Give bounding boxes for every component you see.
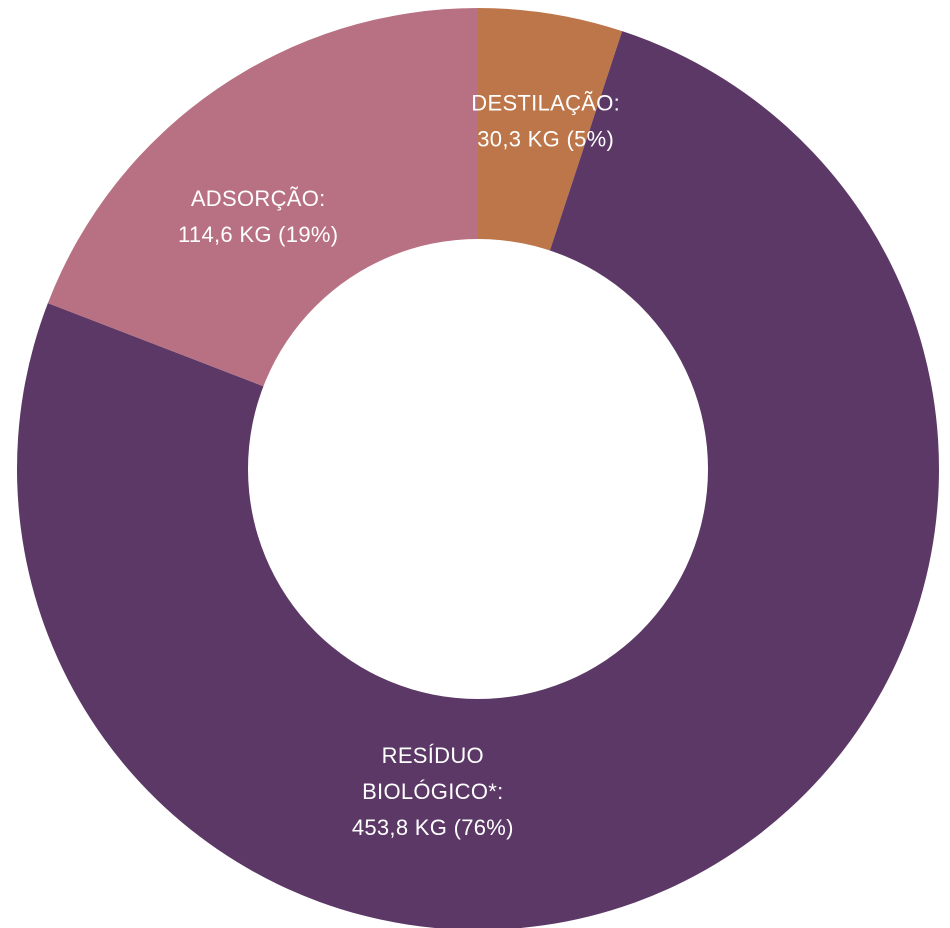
slice-label-line: 114,6 KG (19%) — [178, 222, 338, 247]
slice-label-line: BIOLÓGICO*: — [362, 779, 503, 804]
slice-label: ADSORÇÃO: 114,6 KG (19%) — [178, 186, 338, 247]
slice-label-line: 453,8 KG (76%) — [352, 815, 514, 840]
slice-label: DESTILAÇÃO: 30,3 KG (5%) — [471, 91, 620, 152]
slice-labels: DESTILAÇÃO: 30,3 KG (5%) RESÍDUO BIOLÓGICO*… — [178, 91, 620, 840]
donut-hole — [248, 239, 708, 699]
slice-label-line: ADSORÇÃO: — [191, 186, 326, 211]
slice-label-line: DESTILAÇÃO: — [471, 91, 620, 116]
slice-label-line: RESÍDUO — [382, 743, 484, 768]
slice-label: RESÍDUO BIOLÓGICO*: 453,8 KG (76%) — [352, 743, 514, 840]
slice-label-line: 30,3 KG (5%) — [477, 127, 614, 152]
